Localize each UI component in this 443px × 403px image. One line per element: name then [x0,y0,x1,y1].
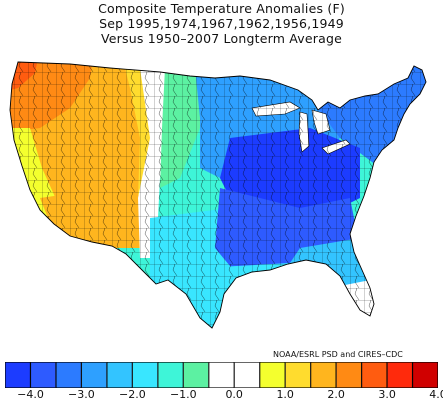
legend-swatch [106,362,133,388]
composite-years: Sep 1995,1974,1967,1962,1956,1949 [99,16,344,31]
legend-swatch [259,362,286,388]
anomaly-field [10,62,426,328]
legend-colorbar [5,362,438,388]
legend-swatch [387,362,413,388]
legend-tick: 3.0 [378,388,396,401]
legend-tick: 4.0 [429,388,443,401]
legend-swatch [132,362,158,388]
legend-tick: −4.0 [17,388,44,401]
legend-swatch [208,362,235,388]
legend-swatch [81,362,107,388]
legend-tick: −2.0 [119,388,146,401]
baseline-period: Versus 1950–2007 Longterm Average [100,31,343,46]
legend-tick: 2.0 [327,388,345,401]
us-temperature-anomaly-map [9,61,427,329]
legend-swatch [157,362,184,388]
legend-tick: −1.0 [169,388,197,401]
legend-swatch [183,362,209,388]
legend-swatch [285,362,311,388]
legend-tick: 0.0 [225,388,243,401]
legend-swatch [5,362,31,388]
legend-swatch [234,362,260,388]
legend-tick-labels: −4.0 −3.0 −2.0 −1.0 0.0 1.0 2.0 3.0 4.0 [0,388,443,403]
legend-swatch [361,362,388,388]
legend-swatch [412,362,438,388]
legend-swatch [336,362,362,388]
legend-swatch [30,362,56,388]
legend-swatch [55,362,82,388]
map-title: Composite Temperature Anomalies (F) [98,1,345,16]
legend-tick: 1.0 [276,388,294,401]
data-source-credit: NOAA/ESRL PSD and CIRES–CDC [273,350,403,359]
legend-tick: −3.0 [68,388,95,401]
legend-swatch [310,362,337,388]
